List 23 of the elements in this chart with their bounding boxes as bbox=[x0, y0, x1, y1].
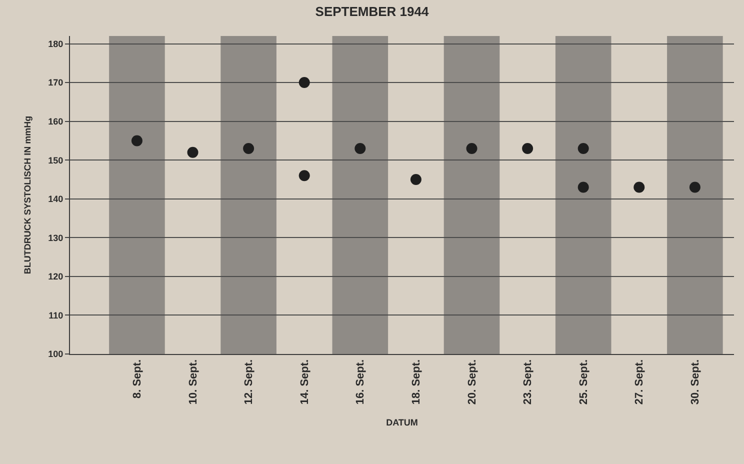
x-tick-label: 10. Sept. bbox=[187, 359, 200, 405]
y-axis-title: BLUTDRUCK SYSTOLISCH IN mmHg bbox=[22, 116, 33, 274]
x-tick-label: 18. Sept. bbox=[410, 359, 423, 405]
x-tick-label: 30. Sept. bbox=[690, 359, 702, 405]
y-tick-label: 130 bbox=[48, 232, 64, 243]
y-tick-label: 100 bbox=[48, 349, 64, 360]
y-tick-label: 180 bbox=[48, 38, 64, 49]
x-tick-label: 14. Sept. bbox=[298, 359, 311, 405]
x-tick-label: 16. Sept. bbox=[354, 359, 367, 405]
x-tick-label: 20. Sept. bbox=[466, 359, 478, 405]
y-tick-label: 140 bbox=[48, 194, 64, 204]
y-tick-label: 160 bbox=[48, 116, 64, 126]
x-tick-label: 8. Sept. bbox=[132, 359, 144, 399]
x-axis-title: DATUM bbox=[386, 417, 418, 428]
x-tick-label: 12. Sept. bbox=[243, 359, 256, 405]
x-tick-label: 23. Sept. bbox=[522, 359, 534, 405]
y-tick-label: 170 bbox=[48, 78, 64, 88]
x-tick-label: 25. Sept. bbox=[578, 359, 590, 405]
y-tick-label: 110 bbox=[48, 310, 64, 320]
y-tick-label: 120 bbox=[48, 272, 64, 282]
y-tick-label: 150 bbox=[48, 155, 64, 166]
chart-title: SEPTEMBER 1944 bbox=[315, 4, 430, 20]
x-tick-label: 27. Sept. bbox=[634, 359, 646, 405]
